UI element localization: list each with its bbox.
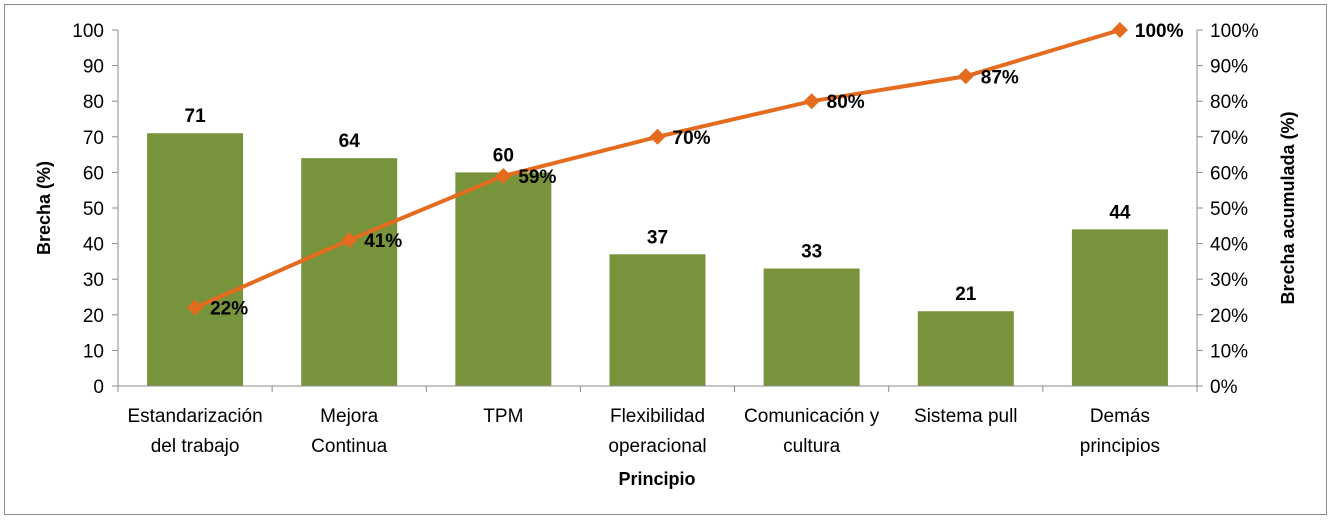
y-axis-title: Brecha (%) <box>34 161 54 255</box>
y-axis-right: 0% 10% 20% 30% 40% 50% 60% 70% 80% 90% 100% <box>1196 21 1259 398</box>
y-tick-label: 80 <box>83 92 104 113</box>
line-marker <box>341 232 358 249</box>
y-tick-label: 90 <box>83 57 104 78</box>
y-tick-label: 20 <box>83 306 104 327</box>
x-category-label: TPM <box>483 406 523 427</box>
bar-value-label: 44 <box>1109 202 1131 223</box>
bar <box>455 172 552 386</box>
x-axis: Estandarización del trabajo Mejora Continua… <box>117 385 1198 457</box>
y-tick-label: 100 <box>72 21 104 42</box>
y2-tick-label: 0% <box>1210 377 1238 398</box>
y2-tick-label: 100% <box>1210 21 1259 42</box>
bar <box>301 158 398 386</box>
bar-value-label: 33 <box>801 242 822 263</box>
bar-data-labels: 71 64 60 37 33 21 44 <box>185 106 1131 305</box>
line-value-label: 59% <box>518 167 556 188</box>
y2-tick-label: 40% <box>1210 235 1248 256</box>
bar <box>147 133 244 386</box>
x-category-label: Comunicación y <box>744 406 880 427</box>
line-value-label: 80% <box>827 92 865 113</box>
x-category-label: operacional <box>608 436 706 457</box>
y-axis-left: 0 10 20 30 40 50 60 70 80 90 100 <box>72 21 119 398</box>
x-category-label: cultura <box>783 436 840 457</box>
bar-value-label: 37 <box>647 227 668 248</box>
y-tick-label: 60 <box>83 163 104 184</box>
y2-tick-label: 60% <box>1210 163 1248 184</box>
y-tick-label: 30 <box>83 270 104 291</box>
x-category-label: Demás <box>1090 406 1150 427</box>
line-value-label: 41% <box>364 231 402 252</box>
y-tick-label: 0 <box>93 377 104 398</box>
x-category-label: Continua <box>311 436 387 457</box>
line-marker <box>187 299 204 316</box>
x-category-label: Estandarización <box>127 406 262 427</box>
bar-value-label: 21 <box>955 284 977 305</box>
x-category-label: Flexibilidad <box>610 406 705 427</box>
y2-tick-label: 50% <box>1210 199 1248 220</box>
bar <box>917 311 1014 386</box>
bar-series <box>147 133 1168 386</box>
y-tick-label: 40 <box>83 235 104 256</box>
line-value-label: 70% <box>673 128 711 149</box>
y-tick-label: 50 <box>83 199 104 220</box>
x-category-label: del trabajo <box>151 436 240 457</box>
x-category-label: principios <box>1080 436 1160 457</box>
line-marker <box>495 167 512 184</box>
line-data-labels: 22% 41% 59% 70% 80% 87% 100% <box>210 21 1184 320</box>
line-value-label: 22% <box>210 299 248 320</box>
bar <box>609 254 706 386</box>
y2-tick-label: 30% <box>1210 270 1248 291</box>
y2-tick-label: 10% <box>1210 341 1248 362</box>
y2-tick-label: 80% <box>1210 92 1248 113</box>
bar-value-label: 71 <box>185 106 207 127</box>
x-category-label: Mejora <box>320 406 379 427</box>
bar-value-label: 64 <box>339 131 361 152</box>
y2-axis-title: Brecha acumulada (%) <box>1278 111 1298 304</box>
y2-tick-label: 70% <box>1210 128 1248 149</box>
bar <box>763 268 860 386</box>
y2-tick-label: 20% <box>1210 306 1248 327</box>
x-axis-title: Principio <box>618 469 695 489</box>
line-marker <box>957 68 974 85</box>
line-marker <box>649 128 666 145</box>
bar <box>1071 229 1168 386</box>
y-tick-label: 70 <box>83 128 104 149</box>
line-marker <box>803 93 820 110</box>
line-marker <box>1111 22 1128 38</box>
x-category-label: Sistema pull <box>914 406 1018 427</box>
line-series <box>187 22 1128 316</box>
bar-value-label: 60 <box>493 145 514 166</box>
line-value-label: 100% <box>1135 21 1184 42</box>
y-tick-label: 10 <box>83 341 104 362</box>
y2-tick-label: 90% <box>1210 57 1248 78</box>
line-value-label: 87% <box>981 67 1019 88</box>
